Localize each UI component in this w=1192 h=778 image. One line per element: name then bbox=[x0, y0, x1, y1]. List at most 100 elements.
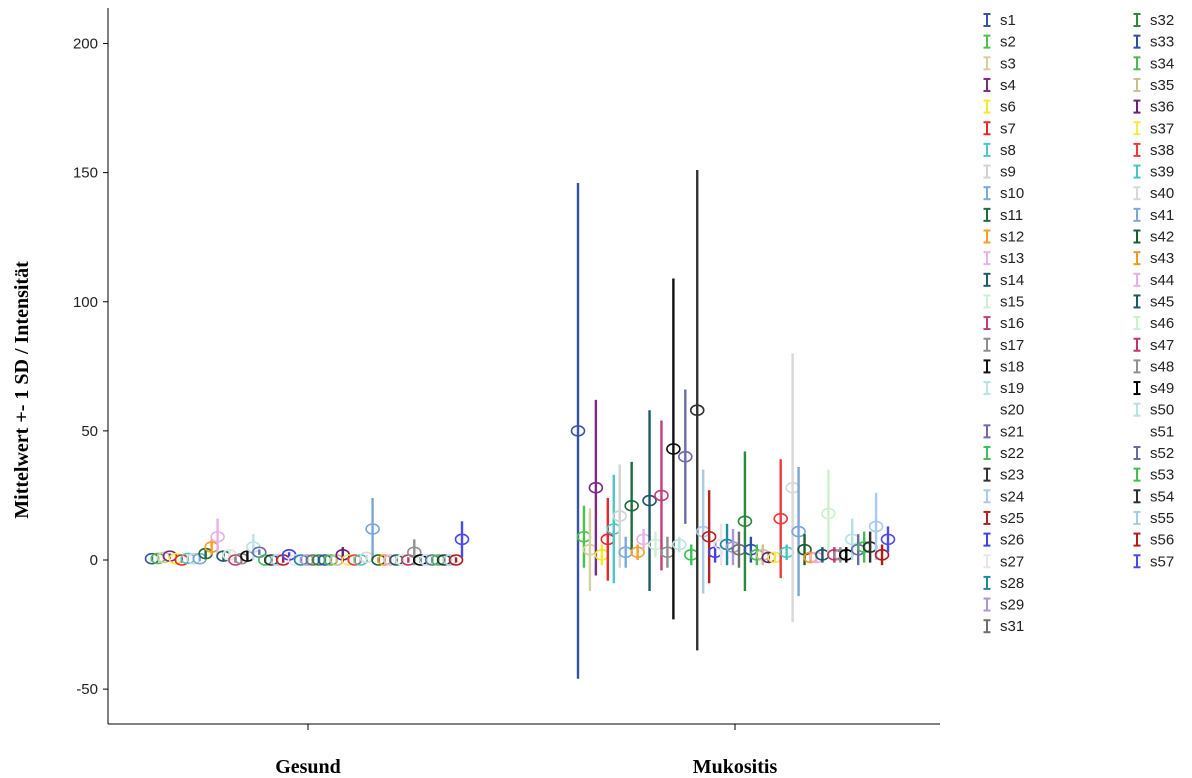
axes: -50 0 50 100 150 200 Gesund Mukositis bbox=[73, 8, 940, 778]
mean-marker-s56-mukositis bbox=[874, 549, 890, 561]
legend-label-s26: s26 bbox=[1000, 532, 1024, 549]
legend-label-s11: s11 bbox=[1000, 207, 1023, 224]
legend-swatch-s55 bbox=[1133, 510, 1141, 525]
legend-swatch-s19 bbox=[983, 381, 991, 396]
legend-label-s38: s38 bbox=[1150, 142, 1174, 159]
mean-marker-s19-mukositis bbox=[672, 538, 687, 551]
mean-marker-s38-mukositis bbox=[773, 512, 788, 525]
y-axis-label: Mittelwert +- 1 SD / Intensität bbox=[11, 261, 33, 519]
legend-swatch-s22 bbox=[983, 446, 991, 460]
mean-marker-s57-gesund bbox=[454, 533, 470, 546]
mean-marker-s41-gesund bbox=[365, 523, 380, 535]
legend-swatch-s34 bbox=[1133, 56, 1141, 71]
legend-label-s17: s17 bbox=[1000, 337, 1024, 354]
legend-label-s52: s52 bbox=[1150, 445, 1174, 462]
legend-swatch-s10 bbox=[983, 186, 991, 201]
legend-swatch-s8 bbox=[983, 142, 991, 157]
legend-label-s25: s25 bbox=[1000, 510, 1024, 527]
legend-label-s1: s1 bbox=[1000, 12, 1016, 29]
legend-label-s39: s39 bbox=[1150, 164, 1174, 181]
legend-swatch-s25 bbox=[983, 510, 991, 525]
plot-area bbox=[144, 170, 896, 679]
mean-marker-s21-mukositis bbox=[678, 450, 693, 463]
legend-label-s19: s19 bbox=[1000, 380, 1024, 397]
legend-label-s8: s8 bbox=[1000, 142, 1016, 159]
legend-label-s32: s32 bbox=[1150, 12, 1174, 29]
legend-swatch-s6 bbox=[983, 99, 991, 114]
legend-swatch-s32 bbox=[1133, 13, 1141, 27]
legend-swatch-s29 bbox=[983, 597, 991, 612]
mean-marker-s18-mukositis bbox=[666, 443, 681, 455]
legend-label-s56: s56 bbox=[1150, 532, 1174, 549]
legend-swatch-s40 bbox=[1133, 186, 1141, 201]
legend-label-s46: s46 bbox=[1150, 315, 1174, 332]
legend-label-s3: s3 bbox=[1000, 55, 1016, 72]
legend-label-s41: s41 bbox=[1150, 207, 1174, 224]
mean-marker-s46-mukositis bbox=[821, 507, 836, 520]
legend-swatch-s54 bbox=[1133, 489, 1141, 504]
legend-swatch-s47 bbox=[1133, 337, 1141, 352]
mean-marker-s9-mukositis bbox=[612, 510, 628, 522]
mean-marker-s23-mukositis bbox=[689, 404, 705, 417]
legend-swatch-s13 bbox=[983, 251, 991, 266]
legend-label-s16: s16 bbox=[1000, 315, 1024, 332]
legend-label-s15: s15 bbox=[1000, 293, 1024, 310]
mean-marker-s12-mukositis bbox=[630, 546, 645, 559]
legend-swatch-s36 bbox=[1133, 99, 1141, 114]
legend-swatch-s35 bbox=[1133, 77, 1141, 92]
y-tick-label: 50 bbox=[81, 423, 98, 440]
legend-swatch-s1 bbox=[983, 13, 991, 27]
legend-swatch-s26 bbox=[983, 532, 991, 547]
legend-label-s24: s24 bbox=[1000, 488, 1024, 505]
legend-label-s21: s21 bbox=[1000, 423, 1024, 440]
legend-label-s55: s55 bbox=[1150, 510, 1174, 527]
legend-label-s49: s49 bbox=[1150, 380, 1174, 397]
legend: s1 s2 s3 s4 s6 s7 s8 s9 s10 s11 s12 s13 s14 s15 s16 s17… bbox=[983, 12, 1174, 635]
legend-label-s28: s28 bbox=[1000, 575, 1024, 592]
y-tick-label: 200 bbox=[73, 36, 98, 53]
legend-label-s18: s18 bbox=[1000, 358, 1024, 375]
mean-marker-s13-gesund bbox=[210, 530, 225, 543]
legend-swatch-s2 bbox=[983, 34, 991, 49]
legend-swatch-s14 bbox=[983, 272, 991, 287]
mean-marker-s57-mukositis bbox=[880, 533, 896, 546]
mean-marker-s14-mukositis bbox=[642, 494, 657, 507]
legend-label-s2: s2 bbox=[1000, 34, 1016, 51]
legend-swatch-s39 bbox=[1133, 164, 1141, 179]
legend-swatch-s45 bbox=[1133, 294, 1141, 309]
legend-label-s34: s34 bbox=[1150, 55, 1174, 72]
y-tick-label: 150 bbox=[73, 165, 98, 182]
legend-label-s27: s27 bbox=[1000, 553, 1024, 570]
legend-label-s48: s48 bbox=[1150, 358, 1174, 375]
legend-label-s9: s9 bbox=[1000, 164, 1016, 181]
legend-swatch-s4 bbox=[983, 77, 991, 92]
legend-swatch-s23 bbox=[983, 467, 991, 482]
legend-label-s57: s57 bbox=[1150, 553, 1174, 570]
legend-label-s44: s44 bbox=[1150, 272, 1174, 289]
legend-label-s10: s10 bbox=[1000, 185, 1024, 202]
mean-marker-s55-mukositis bbox=[868, 520, 884, 533]
legend-label-s7: s7 bbox=[1000, 120, 1016, 137]
legend-swatch-s38 bbox=[1133, 142, 1141, 157]
mean-marker-s16-mukositis bbox=[654, 489, 669, 502]
legend-swatch-s27 bbox=[983, 554, 991, 569]
legend-label-s4: s4 bbox=[1000, 77, 1016, 94]
legend-swatch-s37 bbox=[1133, 121, 1141, 136]
mean-marker-s32-mukositis bbox=[737, 515, 753, 528]
legend-swatch-s44 bbox=[1133, 272, 1141, 287]
legend-label-s22: s22 bbox=[1000, 445, 1024, 462]
legend-swatch-s3 bbox=[983, 56, 991, 71]
legend-label-s51: s51 bbox=[1150, 423, 1174, 440]
mean-marker-s4-mukositis bbox=[588, 481, 604, 494]
legend-swatch-s16 bbox=[983, 316, 991, 331]
legend-swatch-s48 bbox=[1133, 359, 1141, 374]
legend-swatch-s56 bbox=[1133, 532, 1141, 547]
legend-swatch-s41 bbox=[1133, 207, 1141, 222]
legend-swatch-s49 bbox=[1133, 381, 1141, 396]
legend-label-s47: s47 bbox=[1150, 337, 1174, 354]
legend-swatch-s18 bbox=[983, 359, 991, 374]
legend-swatch-s43 bbox=[1133, 251, 1141, 266]
legend-label-s31: s31 bbox=[1000, 618, 1024, 635]
y-tick-label: 0 bbox=[90, 552, 98, 569]
legend-label-s36: s36 bbox=[1150, 99, 1174, 116]
